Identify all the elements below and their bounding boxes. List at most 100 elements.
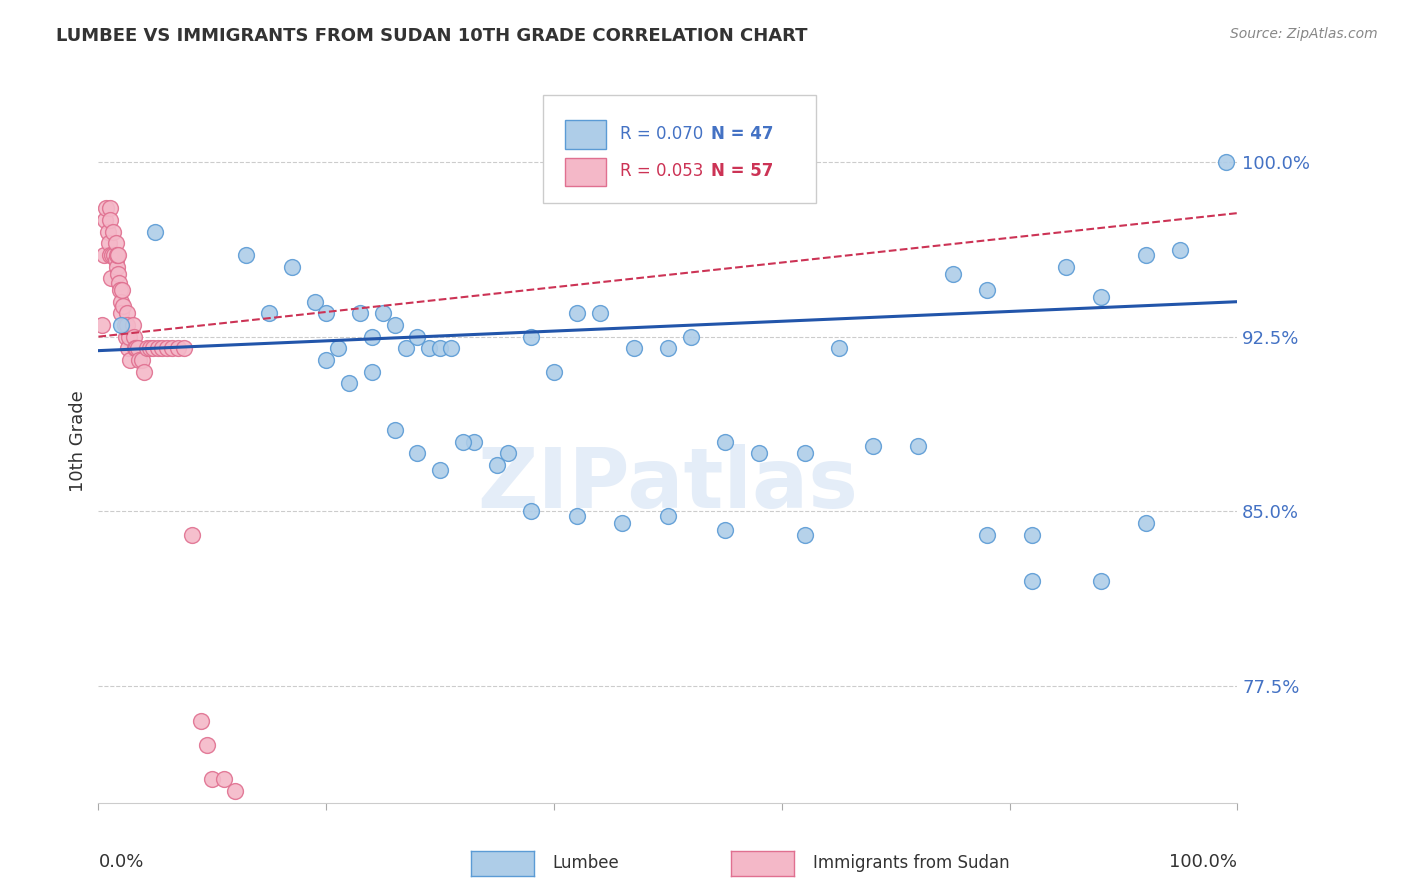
Point	[976, 528, 998, 542]
Point	[98, 248, 121, 262]
Point	[104, 236, 127, 251]
Y-axis label: 10th Grade: 10th Grade	[69, 391, 87, 492]
FancyBboxPatch shape	[565, 158, 606, 186]
Point	[565, 509, 588, 524]
Text: Immigrants from Sudan: Immigrants from Sudan	[813, 855, 1010, 872]
Point	[714, 523, 737, 537]
Point	[120, 353, 142, 368]
Point	[108, 276, 131, 290]
Point	[384, 318, 406, 332]
Point	[150, 341, 173, 355]
Point	[976, 283, 998, 297]
Point	[115, 318, 138, 332]
Point	[384, 423, 406, 437]
Point	[748, 446, 770, 460]
Point	[173, 341, 195, 355]
Point	[406, 446, 429, 460]
Point	[360, 365, 382, 379]
Point	[349, 306, 371, 320]
Point	[406, 329, 429, 343]
Point	[98, 202, 121, 216]
Point	[111, 283, 134, 297]
Point	[235, 807, 257, 822]
Point	[828, 341, 851, 355]
Point	[429, 462, 451, 476]
Point	[132, 365, 155, 379]
Point	[112, 299, 135, 313]
Text: N = 47: N = 47	[711, 125, 773, 143]
Point	[623, 341, 645, 355]
Point	[1054, 260, 1078, 274]
Point	[96, 202, 118, 216]
Text: ZIPatlas: ZIPatlas	[478, 444, 858, 525]
Text: N = 57: N = 57	[711, 162, 773, 180]
Point	[463, 434, 485, 449]
Point	[156, 341, 179, 355]
Point	[1021, 528, 1043, 542]
Point	[418, 341, 440, 355]
Point	[94, 213, 117, 227]
Point	[105, 260, 128, 274]
Point	[588, 306, 610, 320]
Point	[315, 306, 337, 320]
Point	[162, 341, 184, 355]
Point	[115, 306, 138, 320]
Point	[235, 248, 257, 262]
Point	[793, 446, 815, 460]
Point	[679, 329, 702, 343]
Point	[142, 341, 165, 355]
Point	[124, 341, 146, 355]
Point	[259, 306, 281, 320]
Point	[128, 353, 150, 368]
Point	[131, 353, 153, 368]
Point	[498, 446, 520, 460]
Text: Source: ZipAtlas.com: Source: ZipAtlas.com	[1230, 27, 1378, 41]
Text: R = 0.070: R = 0.070	[620, 125, 703, 143]
Point	[114, 318, 136, 332]
Point	[1170, 244, 1192, 258]
Point	[96, 225, 118, 239]
Point	[612, 516, 634, 530]
Point	[108, 283, 131, 297]
Point	[395, 341, 418, 355]
Point	[107, 267, 129, 281]
Point	[125, 341, 148, 355]
Point	[360, 329, 382, 343]
Point	[100, 271, 122, 285]
Point	[122, 329, 145, 343]
Point	[117, 341, 139, 355]
Point	[1090, 574, 1112, 589]
Point	[486, 458, 509, 472]
Point	[114, 329, 136, 343]
Point	[90, 318, 112, 332]
Point	[429, 341, 451, 355]
Point	[103, 225, 125, 239]
Point	[246, 830, 269, 845]
Point	[110, 318, 132, 332]
Point	[195, 738, 218, 752]
Point	[138, 341, 160, 355]
Point	[281, 260, 304, 274]
Point	[451, 434, 474, 449]
Text: R = 0.053: R = 0.053	[620, 162, 703, 180]
Point	[98, 213, 121, 227]
Point	[657, 341, 679, 355]
Point	[304, 294, 326, 309]
Point	[105, 248, 128, 262]
Point	[110, 294, 132, 309]
Point	[118, 329, 141, 343]
Point	[543, 365, 565, 379]
Point	[190, 714, 212, 729]
Text: 100.0%: 100.0%	[1170, 854, 1237, 871]
FancyBboxPatch shape	[543, 95, 815, 203]
Point	[212, 772, 235, 787]
Point	[127, 341, 149, 355]
Text: LUMBEE VS IMMIGRANTS FROM SUDAN 10TH GRADE CORRELATION CHART: LUMBEE VS IMMIGRANTS FROM SUDAN 10TH GRA…	[56, 27, 807, 45]
Point	[110, 306, 132, 320]
Point	[793, 528, 815, 542]
Text: 0.0%: 0.0%	[98, 854, 143, 871]
Point	[97, 236, 120, 251]
Point	[326, 341, 349, 355]
Point	[1090, 290, 1112, 304]
Point	[201, 772, 224, 787]
